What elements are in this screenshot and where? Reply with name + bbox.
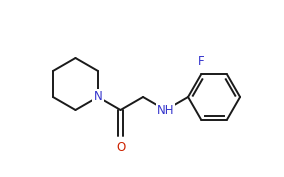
- Text: F: F: [198, 55, 204, 68]
- Text: N: N: [94, 90, 102, 104]
- Text: O: O: [116, 141, 125, 154]
- Text: NH: NH: [157, 104, 174, 116]
